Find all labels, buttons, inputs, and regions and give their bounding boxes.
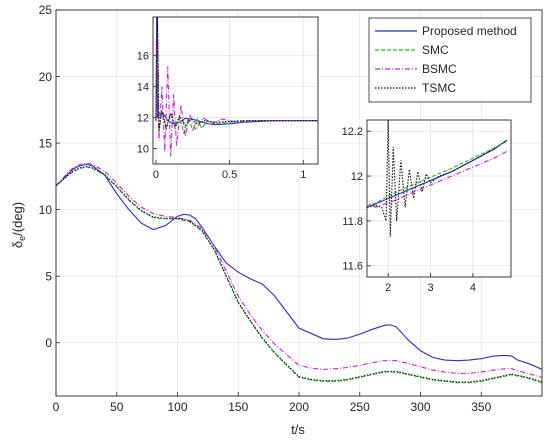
main-y-tick-label: 25 bbox=[39, 3, 53, 17]
inset2-series-bsmc bbox=[367, 150, 508, 209]
y-axis-label-symbol: δ bbox=[10, 241, 25, 248]
inset2-x-tick-label: 4 bbox=[470, 282, 476, 294]
inset1-x-tick-label: 0.5 bbox=[222, 169, 237, 181]
inset1-y-tick-label: 12 bbox=[137, 112, 149, 124]
inset1-y-tick-label: 14 bbox=[137, 81, 149, 93]
inset1-series-tsmc bbox=[155, 17, 318, 131]
inset2-y-tick-label: 11.8 bbox=[342, 216, 363, 228]
inset2-y-tick-label: 12.2 bbox=[342, 126, 363, 138]
inset1-x-tick-label: 0 bbox=[153, 169, 159, 181]
main-x-tick-label: 100 bbox=[167, 400, 187, 414]
main-series-tsmc bbox=[56, 165, 542, 383]
inset1-frame bbox=[152, 16, 319, 165]
main-x-tick-label: 350 bbox=[471, 400, 491, 414]
main-series-bsmc bbox=[56, 162, 542, 378]
main-y-tick-label: 10 bbox=[39, 203, 53, 217]
y-axis-label-subscript: e bbox=[17, 236, 27, 241]
inset2-series-tsmc bbox=[367, 120, 508, 237]
main-frame bbox=[55, 9, 543, 397]
inset1-x-tick-label: 1 bbox=[300, 169, 306, 181]
y-axis-label-unit: /(deg) bbox=[10, 202, 25, 236]
inset-plot-zoom: 2 3 4 11.6 11.8 12 12.2 bbox=[342, 119, 512, 294]
inset1-y-tick-label: 10 bbox=[137, 143, 149, 155]
main-x-tick-label: 0 bbox=[53, 400, 60, 414]
main-x-tick-label: 250 bbox=[350, 400, 370, 414]
legend-label: TSMC bbox=[422, 81, 456, 95]
main-y-tick-label: 20 bbox=[39, 70, 53, 84]
legend-label: Proposed method bbox=[422, 24, 517, 38]
y-axis-label: δe/(deg) bbox=[10, 202, 27, 248]
main-y-tick-label: 15 bbox=[39, 136, 53, 150]
inset2-x-tick-label: 2 bbox=[385, 282, 391, 294]
main-x-tick-label: 150 bbox=[228, 400, 248, 414]
inset2-y-tick-label: 12 bbox=[351, 171, 363, 183]
inset2-x-tick-label: 3 bbox=[427, 282, 433, 294]
main-x-tick-label: 50 bbox=[110, 400, 124, 414]
main-series-proposed-method bbox=[56, 163, 542, 370]
inset1-background bbox=[153, 17, 318, 164]
main-x-tick-label: 300 bbox=[410, 400, 430, 414]
main-y-tick-label: 5 bbox=[45, 269, 52, 283]
main-x-tick-label: 200 bbox=[289, 400, 309, 414]
inset2-background bbox=[367, 120, 511, 277]
main-series-smc bbox=[56, 166, 542, 384]
inset2-y-tick-label: 11.6 bbox=[342, 261, 363, 273]
legend-label: BSMC bbox=[422, 62, 457, 76]
legend-label: SMC bbox=[422, 43, 449, 57]
legend: Proposed method SMC BSMC TSMC bbox=[368, 17, 532, 103]
main-y-tick-label: 0 bbox=[45, 336, 52, 350]
inset1-y-tick-label: 16 bbox=[137, 51, 149, 63]
inset2-series-proposed-method bbox=[367, 139, 508, 208]
x-axis-label: t/s bbox=[291, 422, 305, 437]
inset-plot-early: 0 0.5 1 10 12 14 16 bbox=[137, 16, 319, 181]
inset2-frame bbox=[366, 119, 512, 278]
